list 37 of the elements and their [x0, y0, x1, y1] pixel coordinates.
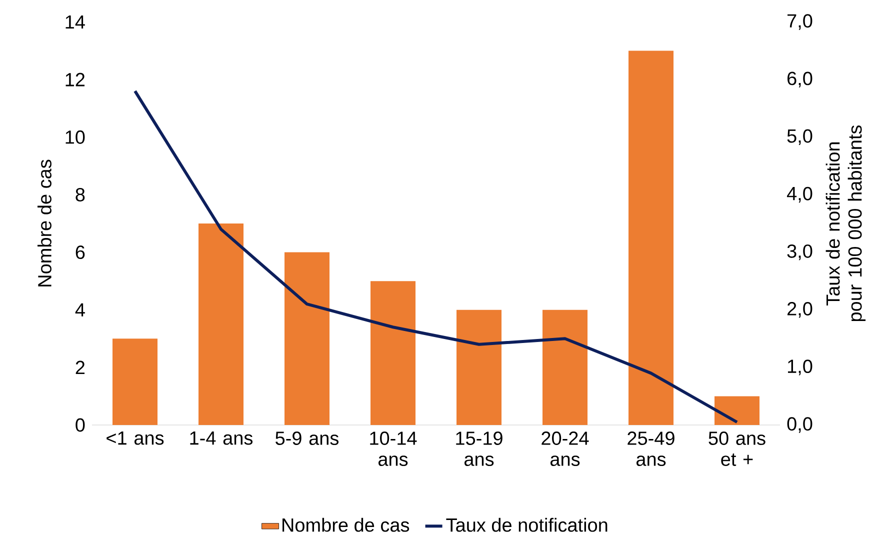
x-tick-label: 10-14 ans: [370, 432, 417, 466]
bar: [628, 50, 674, 425]
y2-tick-label: 5,0: [787, 129, 812, 145]
line-series: [134, 90, 739, 424]
bar: [714, 396, 760, 425]
bar: [112, 338, 158, 425]
y-tick-label: 6: [76, 246, 85, 260]
bar: [284, 252, 330, 425]
bar: [542, 310, 588, 425]
y2-axis-title: Taux de notification pour 100 000 habitants: [826, 125, 866, 322]
x-tick-label: 15-19 ans: [456, 432, 502, 466]
y2-tick-label: 7,0: [788, 14, 812, 30]
x-tick-label: 25-49 ans: [628, 432, 674, 466]
y2-tick-label: 2,0: [787, 302, 812, 318]
y2-tick-label: 1,0: [788, 360, 812, 376]
x-tick-label: 50 ans et +: [708, 432, 766, 466]
y-axis-title: Nombre de cas: [38, 160, 52, 286]
x-tick-label: 1-4 ans: [190, 432, 253, 445]
y-tick-label: 12: [66, 72, 85, 86]
x-tick-label: 5-9 ans: [276, 432, 339, 445]
y2-tick-label: 4,0: [786, 186, 812, 203]
bar: [198, 223, 244, 425]
bar: [370, 281, 416, 425]
y2-tick-label: 3,0: [787, 244, 812, 260]
y-tick-label: 0: [76, 418, 85, 432]
bar: [456, 310, 502, 425]
x-tick-label: <1 ans: [106, 432, 164, 445]
y-tick-label: 8: [76, 188, 85, 202]
y2-tick-label: 0,0: [787, 417, 812, 433]
legend-label: Taux de notification: [446, 518, 608, 532]
y-tick-label: 2: [76, 360, 85, 374]
y-tick-label: 4: [75, 303, 85, 316]
y-tick-label: 14: [66, 15, 85, 29]
y-tick-label: 10: [66, 130, 85, 144]
y2-tick-label: 6,0: [788, 72, 812, 88]
x-tick-label: 20-24 ans: [542, 432, 589, 466]
legend-label: Nombre de cas: [282, 518, 410, 532]
